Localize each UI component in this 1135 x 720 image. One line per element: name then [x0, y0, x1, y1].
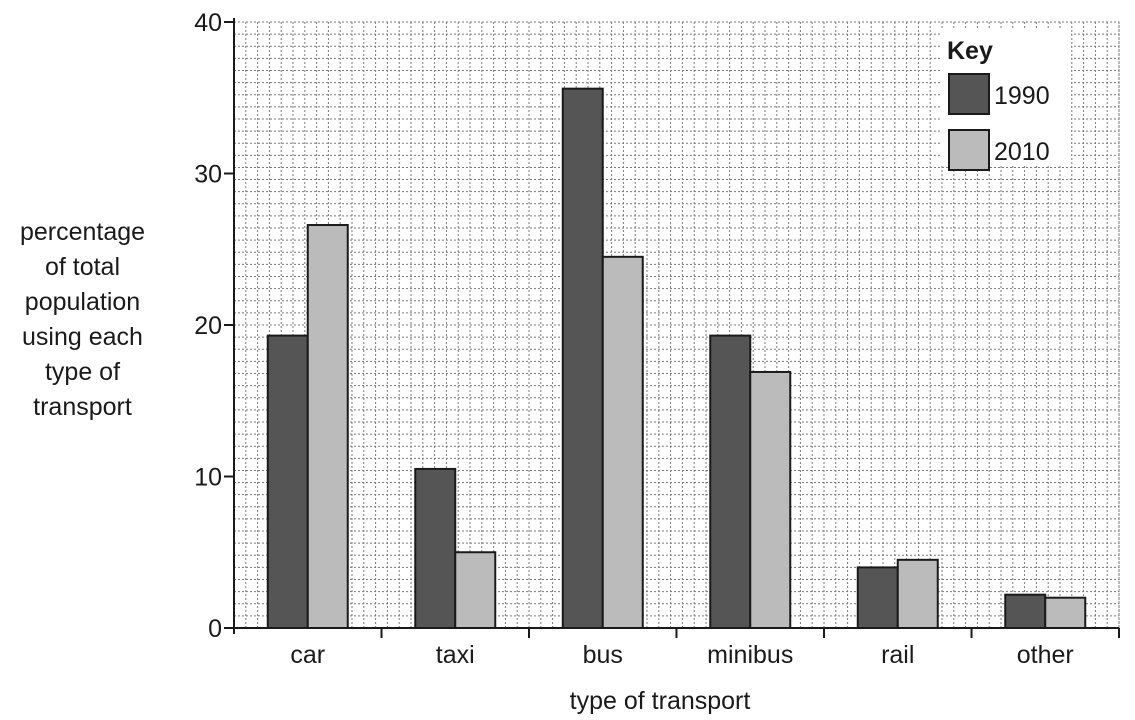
- bar-minibus-2010: [749, 370, 792, 629]
- y-tick-label: 0: [208, 615, 222, 643]
- bar-bus-2010: [601, 255, 644, 629]
- bar-taxi-2010: [454, 551, 497, 629]
- bar-rail-2010: [896, 558, 939, 630]
- bar-car-2010: [306, 224, 349, 629]
- y-tick-label: 40: [194, 9, 222, 37]
- x-tick-label-taxi: taxi: [436, 641, 475, 669]
- legend-swatch-2010: [948, 129, 990, 171]
- y-tick-label: 10: [194, 464, 222, 492]
- y-tick-label: 20: [194, 312, 222, 340]
- bar-other-1990: [1004, 593, 1047, 629]
- bar-other-2010: [1044, 596, 1087, 630]
- bar-car-1990: [266, 334, 309, 629]
- bar-minibus-1990: [709, 334, 752, 629]
- bar-rail-1990: [856, 566, 899, 630]
- bar-bus-1990: [561, 87, 604, 630]
- legend-title: Key: [947, 37, 993, 65]
- y-tick-label: 30: [194, 161, 222, 189]
- bars: [266, 87, 1087, 630]
- legend-label-1990: 1990: [994, 82, 1050, 110]
- y-axis-label: percentage of total population using eac…: [19, 218, 146, 421]
- legend-label-2010: 2010: [994, 138, 1050, 166]
- x-tick-label-minibus: minibus: [707, 641, 793, 669]
- x-tick-label-car: car: [290, 641, 325, 669]
- x-axis-label: type of transport: [569, 687, 751, 715]
- legend-swatch-1990: [948, 73, 990, 115]
- axes: 0 10 20 30 40 car taxi bus minibus rail other: [194, 9, 1120, 669]
- bar-taxi-1990: [414, 467, 457, 629]
- x-tick-label-other: other: [1017, 641, 1074, 669]
- x-tick-label-rail: rail: [881, 641, 914, 669]
- x-tick-label-bus: bus: [583, 641, 623, 669]
